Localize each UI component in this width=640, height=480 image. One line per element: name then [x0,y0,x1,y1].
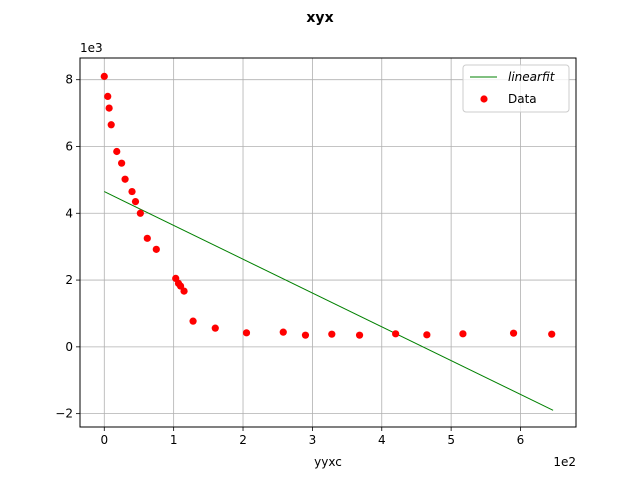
x-offset-label: 1e2 [553,455,576,469]
data-point [128,187,136,196]
legend-marker-swatch [480,95,488,103]
data-point [355,331,364,339]
data-point [113,147,121,156]
x-tick-label: 2 [239,433,247,447]
x-tick-label: 3 [309,433,317,447]
data-point [136,209,144,217]
chart-title: xyx [306,10,333,26]
y-tick-label: 6 [65,139,73,153]
data-point [104,92,112,101]
data-point [189,317,197,325]
legend: linearfit Data [462,64,570,113]
data-point [211,324,219,332]
data-point [118,159,126,167]
data-point [180,287,188,295]
data-point [423,331,431,339]
data-point [121,175,129,183]
y-tick-label: −2 [55,407,73,421]
y-tick-label: 8 [65,73,73,87]
legend-label: linearfit [508,70,556,84]
y-tick-label: 2 [65,273,73,287]
data-point [459,330,467,338]
x-axis-label: yyxc [314,455,342,469]
data-point [242,329,251,337]
data-point [328,330,336,338]
x-tick-label: 6 [517,433,525,447]
data-point [131,197,140,206]
data-point [105,104,113,112]
data-point [107,121,115,129]
data-point [509,329,518,337]
x-axis: 0 1 2 3 4 5 6 [100,427,524,447]
x-tick-label: 5 [447,433,455,447]
y-offset-label: 1e3 [80,41,103,55]
plot-area [100,72,556,411]
data-point [176,282,185,290]
series-line-linearfit [104,191,554,411]
data-point [143,234,151,242]
x-tick-label: 4 [378,433,386,447]
data-point [392,330,400,338]
y-axis: −2 0 2 4 6 8 [55,73,80,421]
data-point [100,72,108,80]
data-point [548,330,556,338]
data-point [152,245,160,253]
y-tick-label: 4 [65,206,73,220]
data-point [279,328,287,336]
x-tick-label: 0 [100,433,108,447]
data-point [301,331,310,339]
y-tick-label: 0 [65,340,73,354]
axes-frame [79,57,577,428]
grid [80,58,576,427]
x-tick-label: 1 [170,433,178,447]
legend-label: Data [508,92,537,106]
